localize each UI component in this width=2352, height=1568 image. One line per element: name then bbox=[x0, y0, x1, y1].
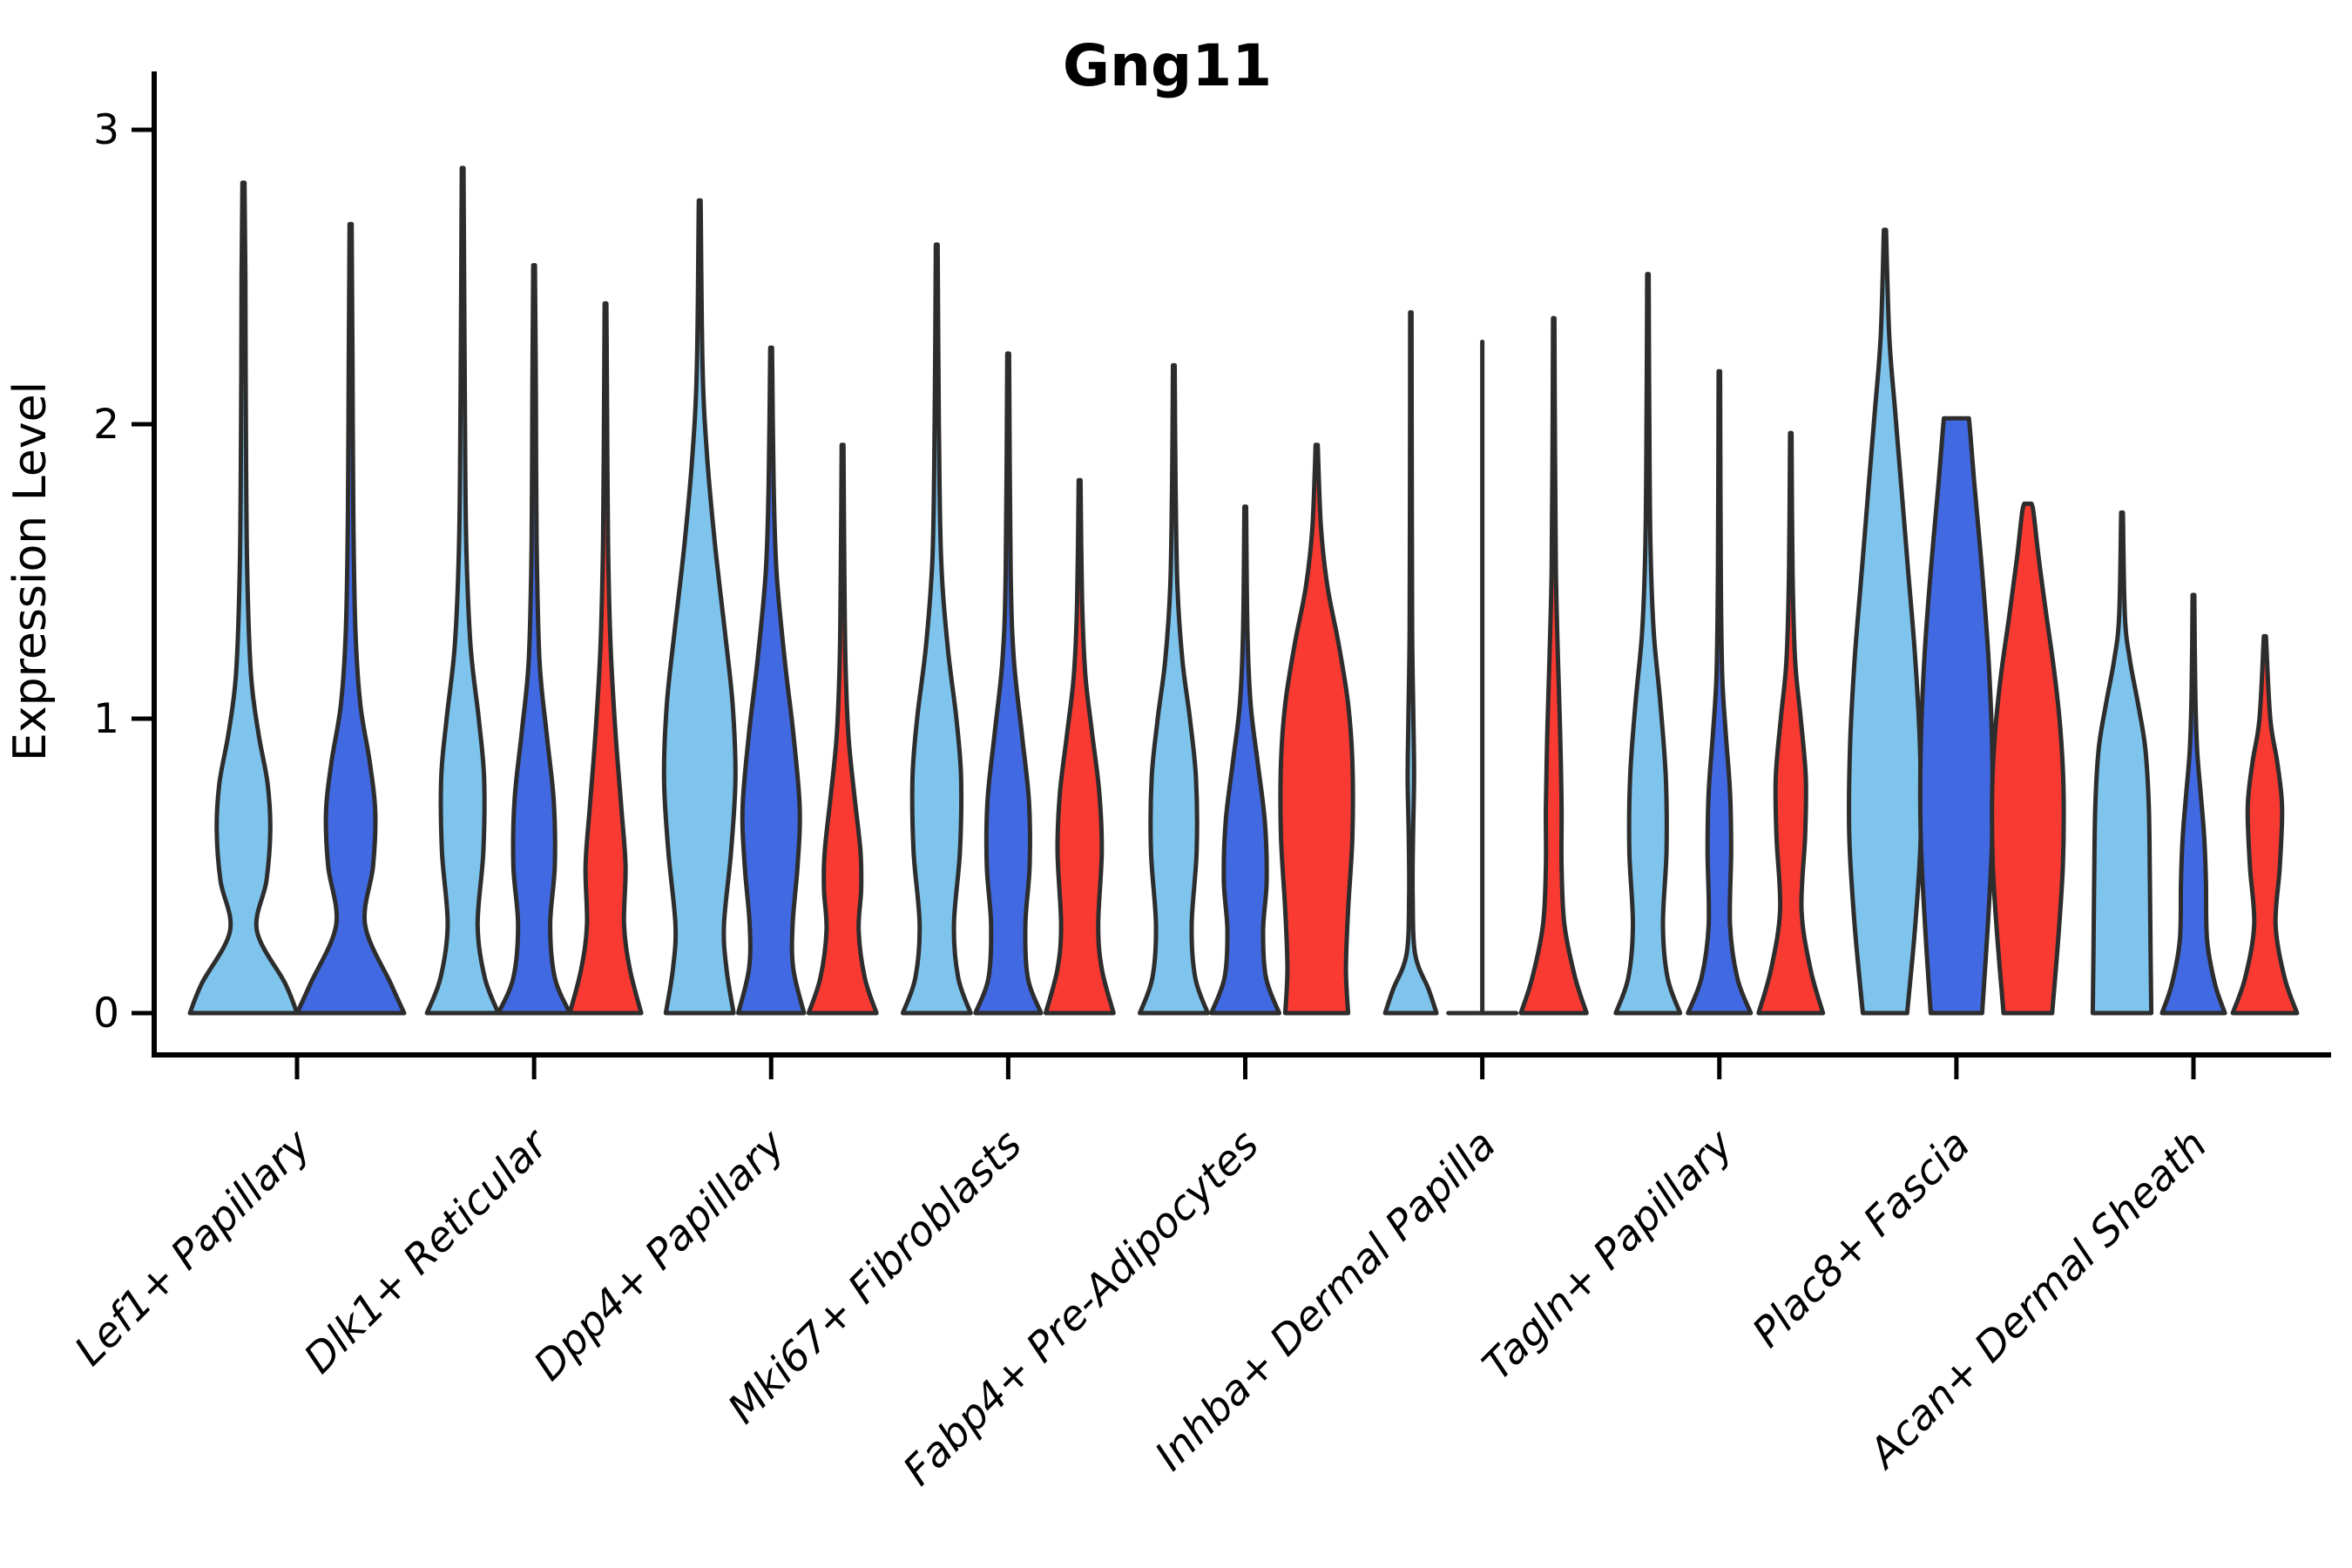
violin-tagln-papillary-royal-blue bbox=[1686, 368, 1754, 1016]
violin-tagln-papillary-light-blue bbox=[1613, 272, 1683, 1016]
chart-title: Gng11 bbox=[1063, 32, 1272, 99]
violin-lef1-papillary-royal-blue bbox=[294, 221, 407, 1016]
y-tick-label-0: 0 bbox=[93, 990, 119, 1037]
violin-dpp4-papillary-red bbox=[806, 443, 879, 1016]
violins-layer bbox=[187, 166, 2300, 1016]
violin-group-fabp4-pre-adipocytes bbox=[1138, 362, 1355, 1016]
violin-group-dpp4-papillary bbox=[661, 198, 879, 1016]
violin-inhba-dermal-papilla-royal-blue bbox=[1446, 339, 1519, 1016]
violin-tagln-papillary-red bbox=[1756, 430, 1826, 1016]
violin-group-tagln-papillary bbox=[1613, 272, 1826, 1016]
violin-inhba-dermal-papilla-red bbox=[1518, 315, 1589, 1016]
violin-fabp4-pre-adipocytes-red bbox=[1278, 443, 1355, 1016]
violin-fabp4-pre-adipocytes-royal-blue bbox=[1209, 504, 1281, 1016]
violin-lef1-papillary-light-blue bbox=[187, 180, 300, 1016]
violin-dlk1-reticular-red bbox=[567, 301, 644, 1016]
violin-acan-dermal-sheath-red bbox=[2230, 633, 2300, 1016]
violin-group-inhba-dermal-papilla bbox=[1382, 310, 1589, 1016]
violin-group-mki67-fibroblasts bbox=[900, 242, 1116, 1016]
violin-group-acan-dermal-sheath bbox=[2090, 510, 2300, 1016]
violin-fabp4-pre-adipocytes-light-blue bbox=[1138, 362, 1210, 1016]
axes-layer bbox=[152, 71, 2331, 1058]
violin-inhba-dermal-papilla-light-blue bbox=[1382, 310, 1439, 1016]
violin-dlk1-reticular-royal-blue bbox=[496, 263, 572, 1016]
violin-group-lef1-papillary bbox=[187, 180, 407, 1016]
violin-plac8-fascia-red bbox=[1990, 501, 2066, 1016]
violin-mki67-fibroblasts-royal-blue bbox=[973, 351, 1044, 1016]
violin-dpp4-papillary-royal-blue bbox=[736, 345, 807, 1016]
violin-acan-dermal-sheath-light-blue bbox=[2090, 510, 2154, 1016]
violin-dlk1-reticular-light-blue bbox=[424, 166, 501, 1016]
violin-group-plac8-fascia bbox=[1846, 227, 2066, 1016]
violin-acan-dermal-sheath-royal-blue bbox=[2159, 592, 2227, 1016]
y-tick-label-1: 1 bbox=[93, 695, 119, 743]
violin-dpp4-papillary-light-blue bbox=[661, 198, 738, 1016]
violin-mki67-fibroblasts-light-blue bbox=[900, 242, 973, 1016]
y-tick-label-3: 3 bbox=[93, 106, 119, 154]
y-tick-label-2: 2 bbox=[93, 401, 119, 449]
violin-mki67-fibroblasts-red bbox=[1043, 477, 1116, 1016]
y-axis-label: Expression Level bbox=[4, 382, 57, 761]
violin-group-dlk1-reticular bbox=[424, 166, 644, 1016]
